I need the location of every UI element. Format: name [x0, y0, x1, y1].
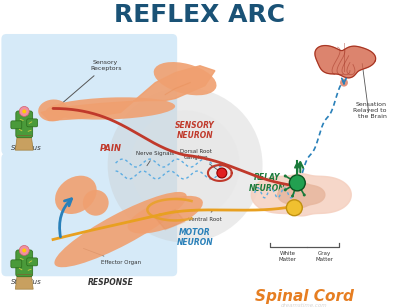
Polygon shape	[15, 274, 33, 289]
Circle shape	[289, 175, 305, 191]
Text: REFLEX ARC: REFLEX ARC	[114, 3, 286, 27]
Text: Sensation
Relayed to
the Brain: Sensation Relayed to the Brain	[353, 102, 387, 119]
Circle shape	[217, 168, 227, 178]
Text: RELAY
NEURON: RELAY NEURON	[249, 173, 286, 192]
Circle shape	[22, 249, 26, 253]
FancyBboxPatch shape	[27, 119, 38, 127]
Text: dreamstime.com: dreamstime.com	[281, 302, 328, 308]
Polygon shape	[15, 135, 33, 150]
Polygon shape	[278, 182, 325, 208]
Polygon shape	[315, 46, 376, 78]
Ellipse shape	[46, 97, 175, 120]
FancyBboxPatch shape	[11, 121, 22, 129]
FancyBboxPatch shape	[16, 250, 33, 277]
FancyBboxPatch shape	[16, 111, 33, 138]
Text: Spinal Cord: Spinal Cord	[255, 289, 354, 304]
Ellipse shape	[55, 176, 97, 214]
Text: SENSORY
NEURON: SENSORY NEURON	[175, 121, 215, 140]
Circle shape	[284, 175, 287, 177]
Ellipse shape	[38, 99, 68, 121]
Circle shape	[108, 87, 262, 242]
Text: RESPONSE: RESPONSE	[88, 278, 134, 287]
Text: PAIN: PAIN	[100, 144, 122, 153]
Ellipse shape	[340, 79, 348, 87]
FancyBboxPatch shape	[27, 258, 38, 266]
Circle shape	[19, 245, 29, 255]
Text: Stimulus: Stimulus	[11, 279, 42, 285]
FancyBboxPatch shape	[2, 34, 177, 155]
Text: Dorsal Root
Ganglion: Dorsal Root Ganglion	[180, 149, 220, 171]
Circle shape	[22, 109, 26, 113]
Polygon shape	[41, 66, 215, 120]
Text: Ventral Root: Ventral Root	[188, 210, 222, 222]
Polygon shape	[155, 210, 185, 229]
Polygon shape	[251, 174, 351, 216]
Text: White
Matter: White Matter	[278, 251, 296, 262]
Text: Nerve Signals: Nerve Signals	[136, 151, 174, 166]
Text: MOTOR
NEURON: MOTOR NEURON	[177, 228, 213, 247]
Circle shape	[83, 190, 109, 216]
Circle shape	[284, 188, 287, 191]
Circle shape	[303, 193, 306, 197]
Text: Sensory
Receptors: Sensory Receptors	[58, 60, 122, 107]
Circle shape	[291, 194, 294, 197]
Circle shape	[286, 200, 302, 216]
FancyBboxPatch shape	[2, 153, 177, 276]
Ellipse shape	[154, 62, 216, 95]
Ellipse shape	[54, 192, 187, 267]
Text: Gray
Matter: Gray Matter	[315, 251, 333, 262]
Circle shape	[19, 107, 29, 116]
Text: Stimulus: Stimulus	[11, 145, 42, 151]
Ellipse shape	[128, 196, 203, 233]
Circle shape	[130, 111, 240, 220]
FancyBboxPatch shape	[11, 260, 22, 268]
Text: Effector Organ: Effector Organ	[84, 249, 141, 265]
